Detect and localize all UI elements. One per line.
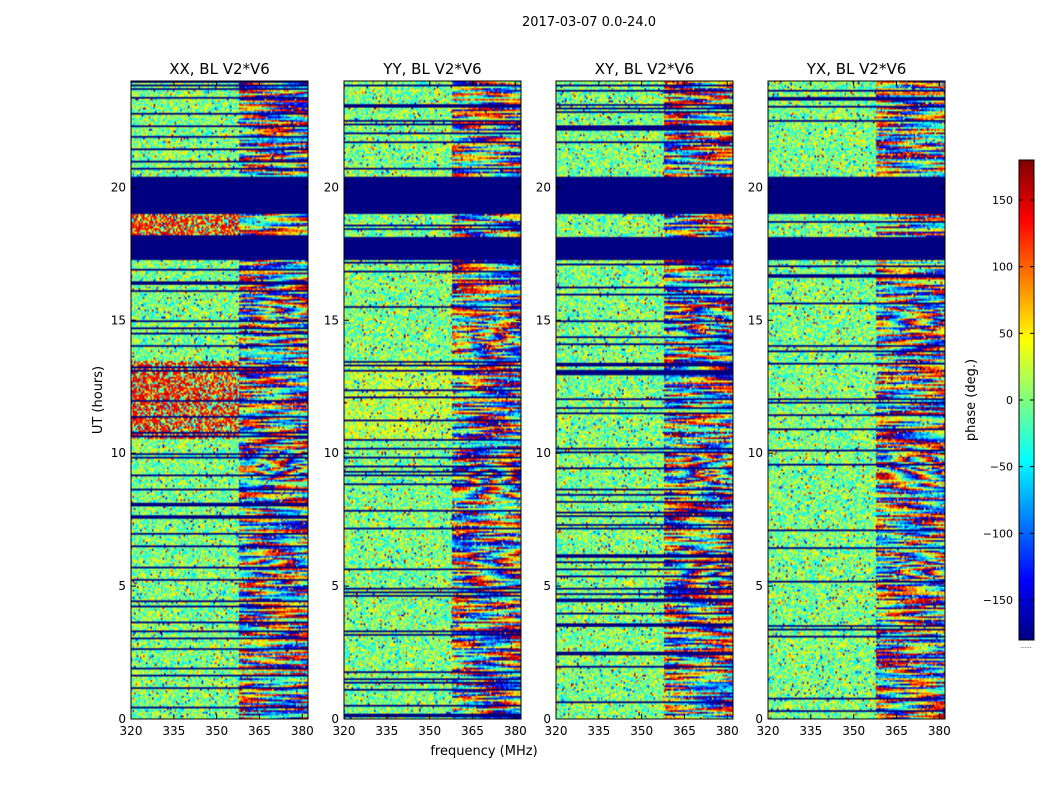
panel-title: YX, BL V2*V6 [806, 60, 907, 78]
colorbar-tick-label: −100 [983, 527, 1013, 540]
axes-frame [555, 80, 734, 720]
x-tick-label: 320 [333, 724, 356, 738]
y-tick-label: 5 [543, 579, 551, 593]
panel-xx: XX, BL V2*V6 320 335 350 365 380 0 5 10 15 20 [111, 60, 314, 738]
y-tick-label: 15 [111, 313, 126, 327]
y-tick-label: 10 [748, 446, 763, 460]
x-tick-label: 320 [757, 724, 780, 738]
x-tick-label: 365 [673, 724, 696, 738]
colorbar: −150 −100 −50 0 50 100 150 phase (deg.) ...... [964, 159, 1035, 650]
x-tick-label: 350 [205, 724, 228, 738]
heatmap-image [768, 81, 945, 719]
x-tick-label: 380 [928, 724, 951, 738]
y-tick-label: 0 [118, 712, 126, 726]
x-tick-label: 380 [716, 724, 739, 738]
y-tick-label: 0 [331, 712, 339, 726]
x-tick-label: 365 [248, 724, 271, 738]
x-tick-label: 320 [545, 724, 568, 738]
colorbar-tick-label: 50 [999, 327, 1013, 340]
y-tick-label: 20 [324, 180, 339, 194]
y-tick-label: 10 [536, 446, 551, 460]
colorbar-tick-label: 100 [992, 261, 1013, 274]
colorbar-tick-label: 0 [1006, 394, 1013, 407]
y-tick-label: 5 [118, 579, 126, 593]
y-tick-label: 20 [111, 180, 126, 194]
x-tick-label: 365 [885, 724, 908, 738]
x-tick-label: 335 [799, 724, 822, 738]
y-tick-label: 10 [111, 446, 126, 460]
x-tick-label: 350 [418, 724, 441, 738]
axes-frame [343, 80, 522, 720]
y-tick-label: 15 [536, 313, 551, 327]
axes-frame [767, 80, 946, 720]
colorbar-tick-label: 150 [992, 194, 1013, 207]
y-tick-label: 15 [324, 313, 339, 327]
x-tick-label: 350 [630, 724, 653, 738]
x-tick-label: 320 [120, 724, 143, 738]
y-tick-label: 5 [331, 579, 339, 593]
figure-suptitle: 2017-03-07 0.0-24.0 [522, 15, 656, 30]
panel-title: XX, BL V2*V6 [169, 60, 270, 78]
panel-yx: YX, BL V2*V6 320 335 350 365 380 0 5 10 15 20 [748, 60, 951, 738]
x-tick-label: 335 [587, 724, 610, 738]
x-tick-label: 365 [461, 724, 484, 738]
colorbar-label: phase (deg.) [964, 359, 979, 441]
y-tick-label: 0 [755, 712, 763, 726]
colorbar-ticks: −150 −100 −50 0 50 100 150 [983, 194, 1034, 607]
y-tick-label: 15 [748, 313, 763, 327]
y-tick-label: 20 [748, 180, 763, 194]
y-tick-label: 5 [755, 579, 763, 593]
y-tick-label: 20 [536, 180, 551, 194]
colorbar-tick-label: −50 [990, 461, 1013, 474]
x-axis-label: frequency (MHz) [430, 744, 537, 759]
colorbar-corner-text: ...... [1020, 643, 1032, 650]
y-axis-label: UT (hours) [91, 366, 106, 434]
panel-xy: XY, BL V2*V6 320 335 350 365 380 0 5 10 15 20 [536, 60, 739, 738]
x-tick-label: 380 [504, 724, 527, 738]
panel-yy: YY, BL V2*V6 320 335 350 365 380 0 5 10 15 20 [324, 60, 527, 738]
panel-title: YY, BL V2*V6 [382, 60, 481, 78]
x-tick-label: 380 [291, 724, 314, 738]
colorbar-tick-label: −150 [983, 594, 1013, 607]
x-tick-label: 335 [162, 724, 185, 738]
axes-frame [130, 80, 309, 720]
x-tick-label: 335 [375, 724, 398, 738]
y-tick-label: 10 [324, 446, 339, 460]
heatmap-image [556, 81, 733, 719]
panel-title: XY, BL V2*V6 [595, 60, 695, 78]
heatmap-image [131, 81, 308, 719]
y-tick-label: 0 [543, 712, 551, 726]
x-tick-label: 350 [842, 724, 865, 738]
heatmap-image [344, 81, 521, 719]
